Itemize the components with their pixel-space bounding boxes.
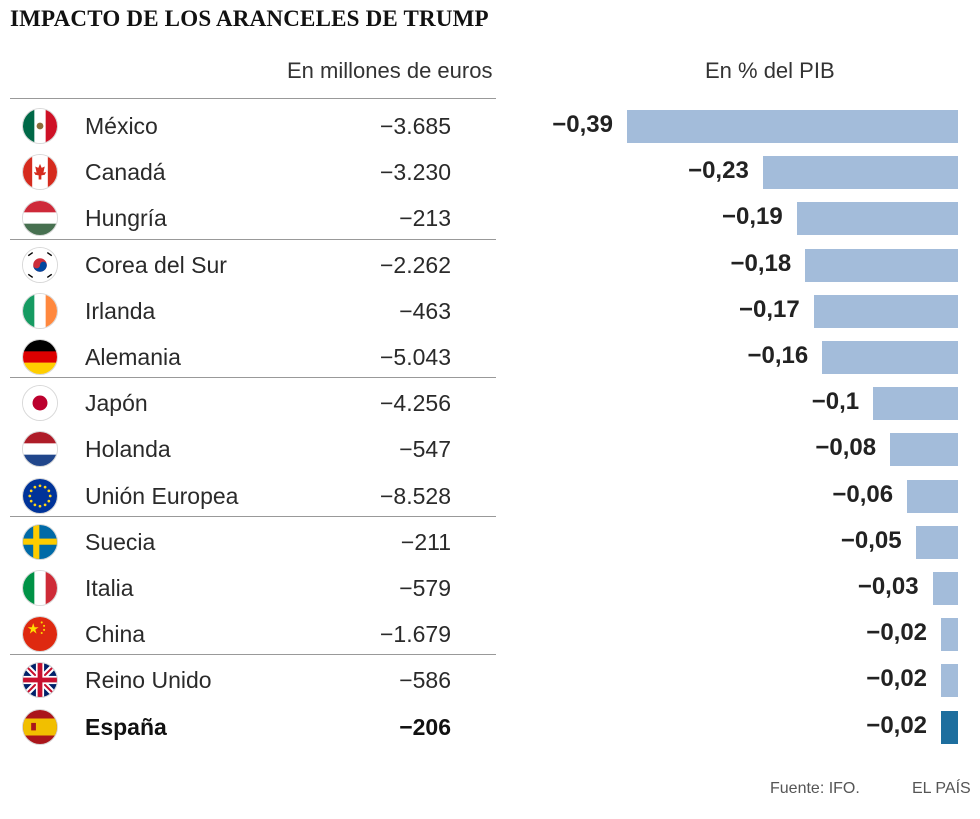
- euros-value: −1.679: [380, 621, 451, 648]
- bar-data-label: −0,23: [688, 157, 749, 185]
- table-row: Holanda −547 −0,08: [0, 426, 980, 472]
- netherlands-flag-icon: [22, 431, 58, 468]
- bar-data-label: −0,02: [866, 619, 928, 647]
- euros-value: −579: [399, 575, 451, 601]
- bar-data-label: −0,19: [722, 203, 783, 231]
- bar: [915, 525, 958, 559]
- country-label: México: [85, 113, 158, 139]
- euros-value: −3.230: [380, 159, 451, 186]
- bar: [762, 156, 958, 190]
- table-row: Hungría −213 −0,19: [0, 195, 980, 241]
- hungary-flag-icon: [22, 200, 58, 237]
- table-row: Canadá −3.230 −0,23: [0, 149, 980, 195]
- bar-data-label: −0,16: [747, 342, 809, 369]
- bar: [890, 433, 958, 467]
- table-row: Reino Unido −586 −0,02: [0, 657, 980, 703]
- bar-data-label: −0,03: [857, 573, 919, 600]
- bar: [873, 387, 958, 421]
- bar: [941, 618, 958, 652]
- table-row: Corea del Sur −2.262 −0,18: [0, 242, 980, 288]
- bar: [813, 294, 958, 328]
- country-label: China: [85, 621, 146, 648]
- bar-data-label: −0,18: [730, 249, 792, 277]
- country-label: Irlanda: [85, 297, 156, 324]
- bar-data-label: −0,17: [738, 295, 800, 323]
- group-divider: [10, 516, 496, 517]
- euros-value: −3.685: [380, 113, 451, 139]
- bar-data-label: −0,1: [811, 388, 860, 416]
- table-row: Unión Europea −8.528 −0,06: [0, 473, 980, 519]
- spain-flag-icon: [22, 708, 58, 745]
- chart-title: IMPACTO DE LOS ARANCELES DE TRUMP: [10, 6, 489, 31]
- country-label: Holanda: [85, 436, 171, 463]
- sweden-flag-icon: [22, 523, 58, 560]
- euros-value: −206: [399, 713, 451, 740]
- table-row: Japón −4.256 −0,1: [0, 380, 980, 426]
- country-label: Corea del Sur: [85, 251, 227, 278]
- group-divider: [10, 654, 496, 655]
- uk-flag-icon: [22, 662, 58, 699]
- country-label: España: [85, 713, 167, 740]
- source-note: Fuente: IFO.: [770, 780, 860, 797]
- group-divider: [10, 239, 496, 240]
- bar-data-label: −0,08: [815, 434, 877, 462]
- south-korea-flag-icon: [22, 246, 58, 283]
- euros-value: −547: [399, 436, 451, 463]
- country-label: Japón: [85, 390, 148, 417]
- brand-credit: EL PAÍS: [912, 780, 971, 797]
- bar-data-label: −0,02: [866, 665, 928, 693]
- euros-value: −213: [399, 205, 451, 232]
- group-divider: [10, 377, 496, 378]
- column-header-euros: En millones de euros: [287, 58, 493, 83]
- table-row: México −3.685 −0,39: [0, 103, 980, 149]
- table-row: China −1.679 −0,02: [0, 611, 980, 657]
- euros-value: −5.043: [380, 344, 451, 370]
- table-row: Alemania −5.043 −0,16: [0, 334, 980, 380]
- column-header-pib: En % del PIB: [705, 58, 835, 83]
- china-flag-icon: [22, 616, 58, 653]
- country-label: Hungría: [85, 205, 167, 232]
- eu-flag-icon: [22, 477, 58, 514]
- bar: [822, 341, 958, 374]
- euros-value: −211: [400, 528, 451, 555]
- bar: [805, 248, 958, 282]
- bar-data-label: −0,06: [832, 480, 894, 508]
- table-row: España −206 −0,02: [0, 704, 980, 750]
- bar: [941, 710, 958, 744]
- bar: [941, 664, 958, 698]
- italy-flag-icon: [22, 570, 58, 606]
- canada-flag-icon: [22, 154, 58, 191]
- table-row: Irlanda −463 −0,17: [0, 288, 980, 334]
- header-divider: [10, 98, 496, 99]
- bar: [907, 479, 958, 513]
- table-row: Suecia −211 −0,05: [0, 519, 980, 565]
- country-label: Unión Europea: [85, 482, 239, 509]
- ireland-flag-icon: [22, 292, 58, 329]
- mexico-flag-icon: [22, 108, 58, 144]
- japan-flag-icon: [22, 385, 58, 422]
- country-label: Canadá: [85, 159, 166, 186]
- euros-value: −4.256: [380, 390, 451, 417]
- bar-data-label: −0,05: [840, 526, 902, 554]
- euros-value: −463: [399, 297, 451, 324]
- germany-flag-icon: [22, 339, 58, 375]
- country-label: Suecia: [85, 528, 156, 555]
- bar: [796, 202, 958, 236]
- euros-value: −586: [399, 667, 451, 694]
- bar: [627, 110, 958, 143]
- euros-value: −8.528: [380, 482, 451, 509]
- bar: [932, 572, 958, 605]
- table-row: Italia −579 −0,03: [0, 565, 980, 611]
- euros-value: −2.262: [380, 251, 451, 278]
- country-label: Italia: [85, 575, 134, 601]
- bar-data-label: −0,39: [552, 111, 613, 138]
- country-label: Reino Unido: [85, 667, 212, 694]
- country-label: Alemania: [85, 344, 181, 370]
- bar-data-label: −0,02: [866, 711, 928, 739]
